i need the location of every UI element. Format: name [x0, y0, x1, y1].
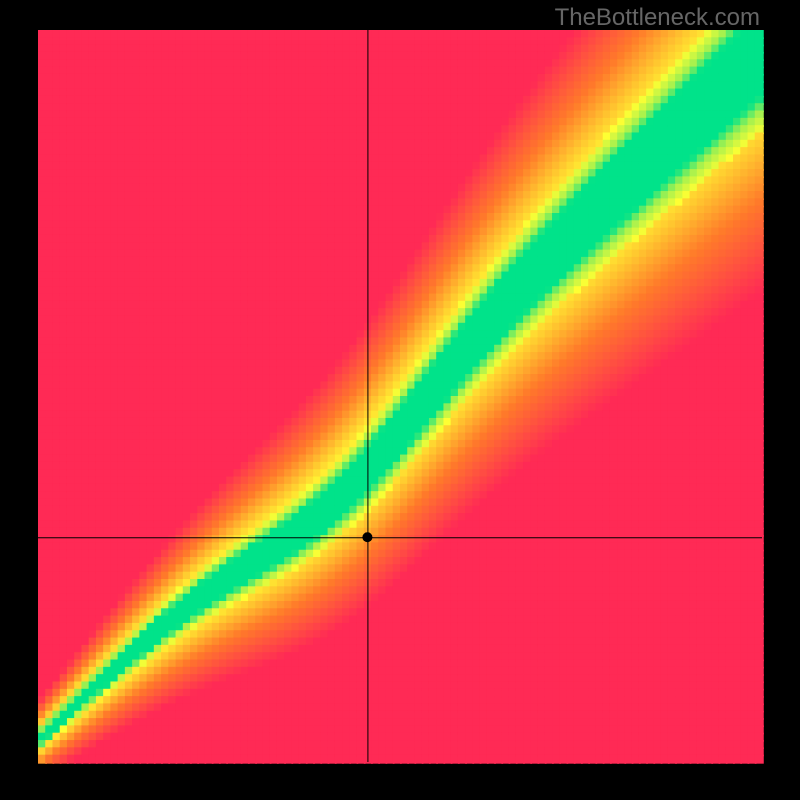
watermark: TheBottleneck.com	[555, 4, 760, 32]
bottleneck-heatmap	[0, 0, 800, 800]
